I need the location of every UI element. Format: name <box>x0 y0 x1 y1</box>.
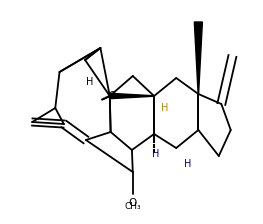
Text: H: H <box>152 149 159 159</box>
Text: H: H <box>161 103 168 113</box>
Text: O: O <box>129 198 137 208</box>
Text: C: C <box>109 91 115 101</box>
Text: CH₃: CH₃ <box>124 202 141 211</box>
Text: H: H <box>184 159 192 169</box>
Polygon shape <box>110 93 154 99</box>
Text: H: H <box>86 77 93 87</box>
Polygon shape <box>194 22 203 94</box>
